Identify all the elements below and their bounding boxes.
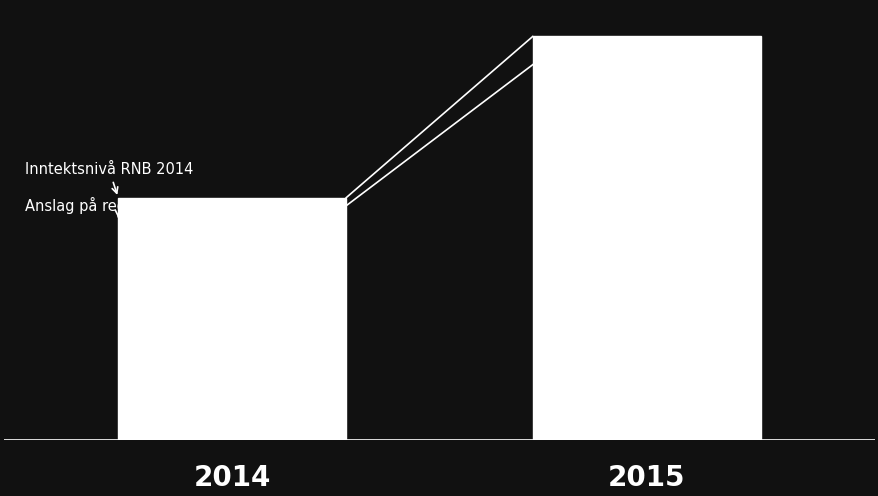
Text: Anslag på regnskap 2014: Anslag på regnskap 2014 [25,197,212,217]
Bar [118,198,346,439]
Bar [532,36,760,439]
Text: Inntektsnivå RNB 2014: Inntektsnivå RNB 2014 [25,162,193,193]
